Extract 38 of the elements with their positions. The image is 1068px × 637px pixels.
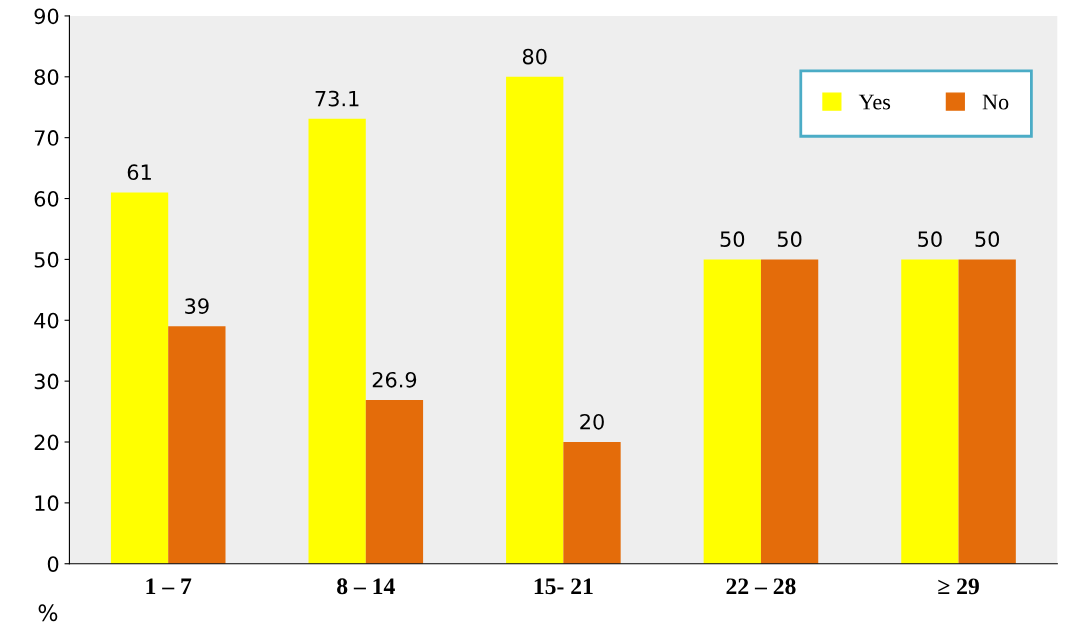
data-label: 61	[127, 164, 151, 181]
data-label: 50	[918, 231, 942, 248]
y-tick-label: 80	[34, 69, 59, 86]
legend-label: No	[982, 94, 1009, 110]
legend-label: Yes	[858, 94, 891, 110]
y-tick-label: 50	[34, 251, 59, 268]
bar	[506, 76, 564, 564]
bar	[901, 259, 959, 564]
y-tick-label: 40	[34, 312, 59, 329]
bar	[563, 442, 621, 564]
data-label: 50	[720, 231, 745, 248]
bar	[760, 259, 819, 564]
y-tick-label: 60	[34, 190, 59, 207]
bar	[308, 118, 366, 564]
bar	[168, 326, 226, 564]
data-label: 50	[975, 231, 1000, 248]
x-tick-label: 1 – 7	[146, 578, 192, 595]
x-tick-label: 22 – 28	[726, 578, 796, 595]
x-tick-label: 15- 21	[534, 578, 593, 595]
bar	[703, 259, 761, 564]
bar	[958, 259, 1016, 564]
y-tick-label: 70	[34, 130, 59, 146]
y-tick-label: 90	[34, 8, 59, 25]
x-tick-label: ≥ 29	[938, 578, 979, 595]
x-tick-label: 8 – 14	[337, 578, 395, 595]
y-tick-label: 20	[34, 434, 59, 451]
y-tick-label: 30	[34, 373, 59, 390]
text: %	[38, 604, 58, 622]
y-tick-label: 10	[35, 495, 59, 512]
bar	[365, 400, 424, 564]
bar	[110, 192, 169, 564]
data-label: 39	[185, 298, 209, 314]
data-label: 26.9	[372, 371, 417, 388]
data-label: 20	[580, 413, 604, 430]
data-label: 73.1	[315, 90, 359, 107]
data-label: 50	[777, 231, 802, 248]
data-label: 80	[522, 48, 547, 65]
y-tick-label: 0	[47, 556, 59, 572]
